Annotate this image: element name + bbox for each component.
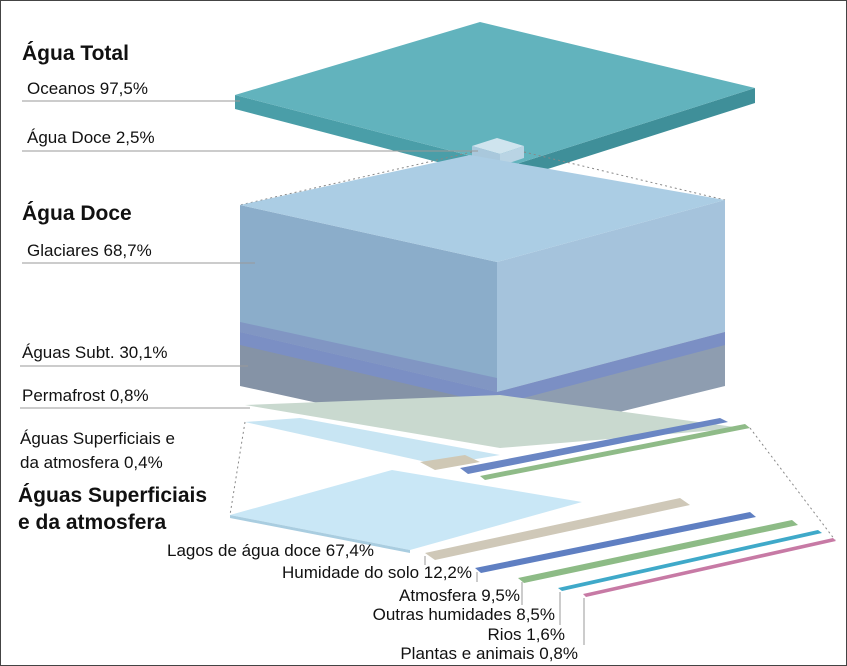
label: Água Doce 2,5% xyxy=(27,128,155,147)
leader-lines xyxy=(20,100,585,645)
plants-stripe xyxy=(583,538,836,597)
label: Outras humidades 8,5% xyxy=(373,605,555,624)
connector xyxy=(229,421,246,516)
section-title: Água Total xyxy=(22,42,129,65)
section-title: Água Doce xyxy=(22,202,132,225)
surface-plate xyxy=(245,418,500,465)
label: Oceanos 97,5% xyxy=(27,79,148,98)
label: Águas Subt. 30,1% xyxy=(22,343,168,362)
label: da atmosfera 0,4% xyxy=(20,453,163,472)
lakes-plate xyxy=(230,470,582,550)
section-title: Águas Superficiais xyxy=(18,484,207,507)
label: Atmosfera 9,5% xyxy=(399,586,520,605)
small-stripes xyxy=(420,418,750,480)
label: Glaciares 68,7% xyxy=(27,241,152,260)
soil-stripe xyxy=(425,498,690,560)
label: Humidade do solo 12,2% xyxy=(282,563,472,582)
atmosphere-stripe xyxy=(475,512,756,573)
label: Plantas e animais 0,8% xyxy=(400,644,578,663)
permafrost-plate xyxy=(245,395,742,448)
label: Águas Superficiais e xyxy=(20,429,175,448)
glacier-cube xyxy=(240,155,725,392)
connector xyxy=(749,427,836,541)
label: Lagos de água doce 67,4% xyxy=(167,541,374,560)
section-title: e da atmosfera xyxy=(18,511,167,534)
label: Rios 1,6% xyxy=(488,625,565,644)
label: Permafrost 0,8% xyxy=(22,386,149,405)
rivers-stripe xyxy=(558,530,822,591)
lakes-plate-edge xyxy=(230,515,410,553)
other-stripe xyxy=(518,520,798,583)
